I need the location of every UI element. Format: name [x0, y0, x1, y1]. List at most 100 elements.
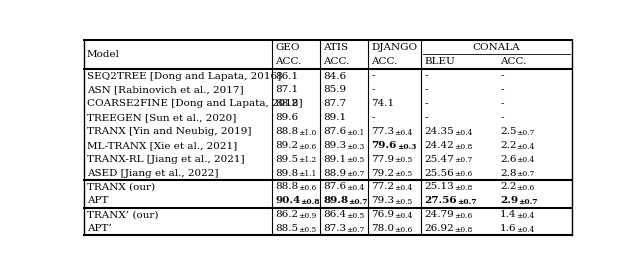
Text: -: -: [371, 72, 375, 81]
Text: 25.47: 25.47: [424, 155, 454, 164]
Text: COARSE2FINE [Dong and Lapata, 2018]: COARSE2FINE [Dong and Lapata, 2018]: [87, 99, 303, 108]
Text: ±0.8: ±0.8: [454, 226, 472, 234]
Text: ±0.6: ±0.6: [516, 184, 535, 192]
Text: ±0.6: ±0.6: [298, 184, 317, 192]
Text: 89.1: 89.1: [323, 155, 346, 164]
Text: ±1.0: ±1.0: [298, 129, 317, 137]
Text: 88.8: 88.8: [275, 127, 298, 136]
Text: TRANX [Yin and Neubig, 2019]: TRANX [Yin and Neubig, 2019]: [87, 127, 252, 136]
Text: 87.1: 87.1: [275, 85, 298, 94]
Text: 2.6: 2.6: [500, 155, 516, 164]
Text: 89.1: 89.1: [323, 113, 346, 122]
Text: 88.5: 88.5: [275, 224, 298, 233]
Text: ±0.8: ±0.8: [454, 143, 472, 151]
Text: ±0.4: ±0.4: [516, 212, 535, 220]
Text: ACC.: ACC.: [275, 57, 301, 66]
Text: ±0.5: ±0.5: [298, 226, 317, 234]
Text: ±0.3: ±0.3: [397, 143, 416, 151]
Text: ±0.7: ±0.7: [454, 157, 472, 165]
Text: ±0.6: ±0.6: [298, 143, 317, 151]
Text: 85.9: 85.9: [323, 85, 346, 94]
Text: 24.42: 24.42: [424, 141, 454, 150]
Text: TRANX’ (our): TRANX’ (our): [87, 210, 159, 219]
Text: -: -: [500, 99, 504, 108]
Text: 86.1: 86.1: [275, 72, 298, 81]
Text: 84.6: 84.6: [323, 72, 346, 81]
Text: ±0.7: ±0.7: [348, 198, 368, 206]
Text: 86.4: 86.4: [323, 210, 346, 219]
Text: -: -: [500, 72, 504, 81]
Text: ±0.1: ±0.1: [346, 129, 365, 137]
Text: ±0.4: ±0.4: [516, 157, 535, 165]
Text: TRANX-RL [Jiang et al., 2021]: TRANX-RL [Jiang et al., 2021]: [87, 155, 244, 164]
Text: ±0.4: ±0.4: [346, 184, 365, 192]
Text: BLEU: BLEU: [424, 57, 455, 66]
Text: -: -: [424, 99, 428, 108]
Text: -: -: [371, 113, 375, 122]
Text: ±0.3: ±0.3: [346, 143, 365, 151]
Text: 89.3: 89.3: [323, 141, 346, 150]
Text: ±0.7: ±0.7: [516, 129, 535, 137]
Text: 77.9: 77.9: [371, 155, 394, 164]
Text: 77.3: 77.3: [371, 127, 394, 136]
Text: 88.9: 88.9: [323, 169, 346, 178]
Text: 27.56: 27.56: [424, 196, 457, 205]
Text: ±0.8: ±0.8: [301, 198, 320, 206]
Text: 89.8: 89.8: [323, 196, 348, 205]
Text: ±0.9: ±0.9: [298, 212, 317, 220]
Text: 89.2: 89.2: [275, 141, 298, 150]
Text: -: -: [424, 72, 428, 81]
Text: 87.7: 87.7: [323, 99, 346, 108]
Text: ±0.5: ±0.5: [394, 157, 413, 165]
Text: 25.13: 25.13: [424, 183, 454, 191]
Text: -: -: [424, 113, 428, 122]
Text: ±0.6: ±0.6: [454, 212, 472, 220]
Text: 2.9: 2.9: [500, 196, 518, 205]
Text: 90.4: 90.4: [275, 196, 301, 205]
Text: ±0.4: ±0.4: [516, 143, 535, 151]
Text: ATIS: ATIS: [323, 43, 348, 52]
Text: SEQ2TREE [Dong and Lapata, 2016]: SEQ2TREE [Dong and Lapata, 2016]: [87, 72, 281, 81]
Text: 87.6: 87.6: [323, 127, 346, 136]
Text: 76.9: 76.9: [371, 210, 394, 219]
Text: ±0.7: ±0.7: [457, 198, 476, 206]
Text: 79.2: 79.2: [371, 169, 394, 178]
Text: 87.6: 87.6: [323, 183, 346, 191]
Text: 89.5: 89.5: [275, 155, 298, 164]
Text: -: -: [500, 113, 504, 122]
Text: 26.92: 26.92: [424, 224, 454, 233]
Text: 79.6: 79.6: [371, 141, 397, 150]
Text: 1.6: 1.6: [500, 224, 516, 233]
Text: ±0.6: ±0.6: [454, 170, 472, 178]
Text: 77.2: 77.2: [371, 183, 394, 191]
Text: -: -: [424, 85, 428, 94]
Text: TREEGEN [Sun et al., 2020]: TREEGEN [Sun et al., 2020]: [87, 113, 236, 122]
Text: ±0.5: ±0.5: [346, 157, 365, 165]
Text: ±0.5: ±0.5: [346, 212, 365, 220]
Text: ±0.4: ±0.4: [394, 184, 413, 192]
Text: ±0.7: ±0.7: [516, 170, 535, 178]
Text: ±0.7: ±0.7: [346, 226, 365, 234]
Text: Model: Model: [87, 50, 120, 59]
Text: 25.56: 25.56: [424, 169, 454, 178]
Text: ASED [Jiang et al., 2022]: ASED [Jiang et al., 2022]: [87, 169, 218, 178]
Text: ±0.4: ±0.4: [394, 212, 413, 220]
Text: ±0.4: ±0.4: [394, 129, 413, 137]
Text: ±0.7: ±0.7: [518, 198, 538, 206]
Text: 2.5: 2.5: [500, 127, 516, 136]
Text: ML-TRANX [Xie et al., 2021]: ML-TRANX [Xie et al., 2021]: [87, 141, 237, 150]
Text: GEO: GEO: [275, 43, 300, 52]
Text: ±0.8: ±0.8: [454, 184, 472, 192]
Text: ±1.2: ±1.2: [298, 157, 317, 165]
Text: 88.2: 88.2: [275, 99, 298, 108]
Text: 89.8: 89.8: [275, 169, 298, 178]
Text: 88.8: 88.8: [275, 183, 298, 191]
Text: 1.4: 1.4: [500, 210, 516, 219]
Text: ACC.: ACC.: [500, 57, 527, 66]
Text: -: -: [371, 85, 375, 94]
Text: APT’: APT’: [87, 224, 112, 233]
Text: ±0.5: ±0.5: [394, 198, 413, 206]
Text: ±0.6: ±0.6: [394, 226, 413, 234]
Text: ±0.5: ±0.5: [394, 170, 413, 178]
Text: ±0.4: ±0.4: [454, 129, 472, 137]
